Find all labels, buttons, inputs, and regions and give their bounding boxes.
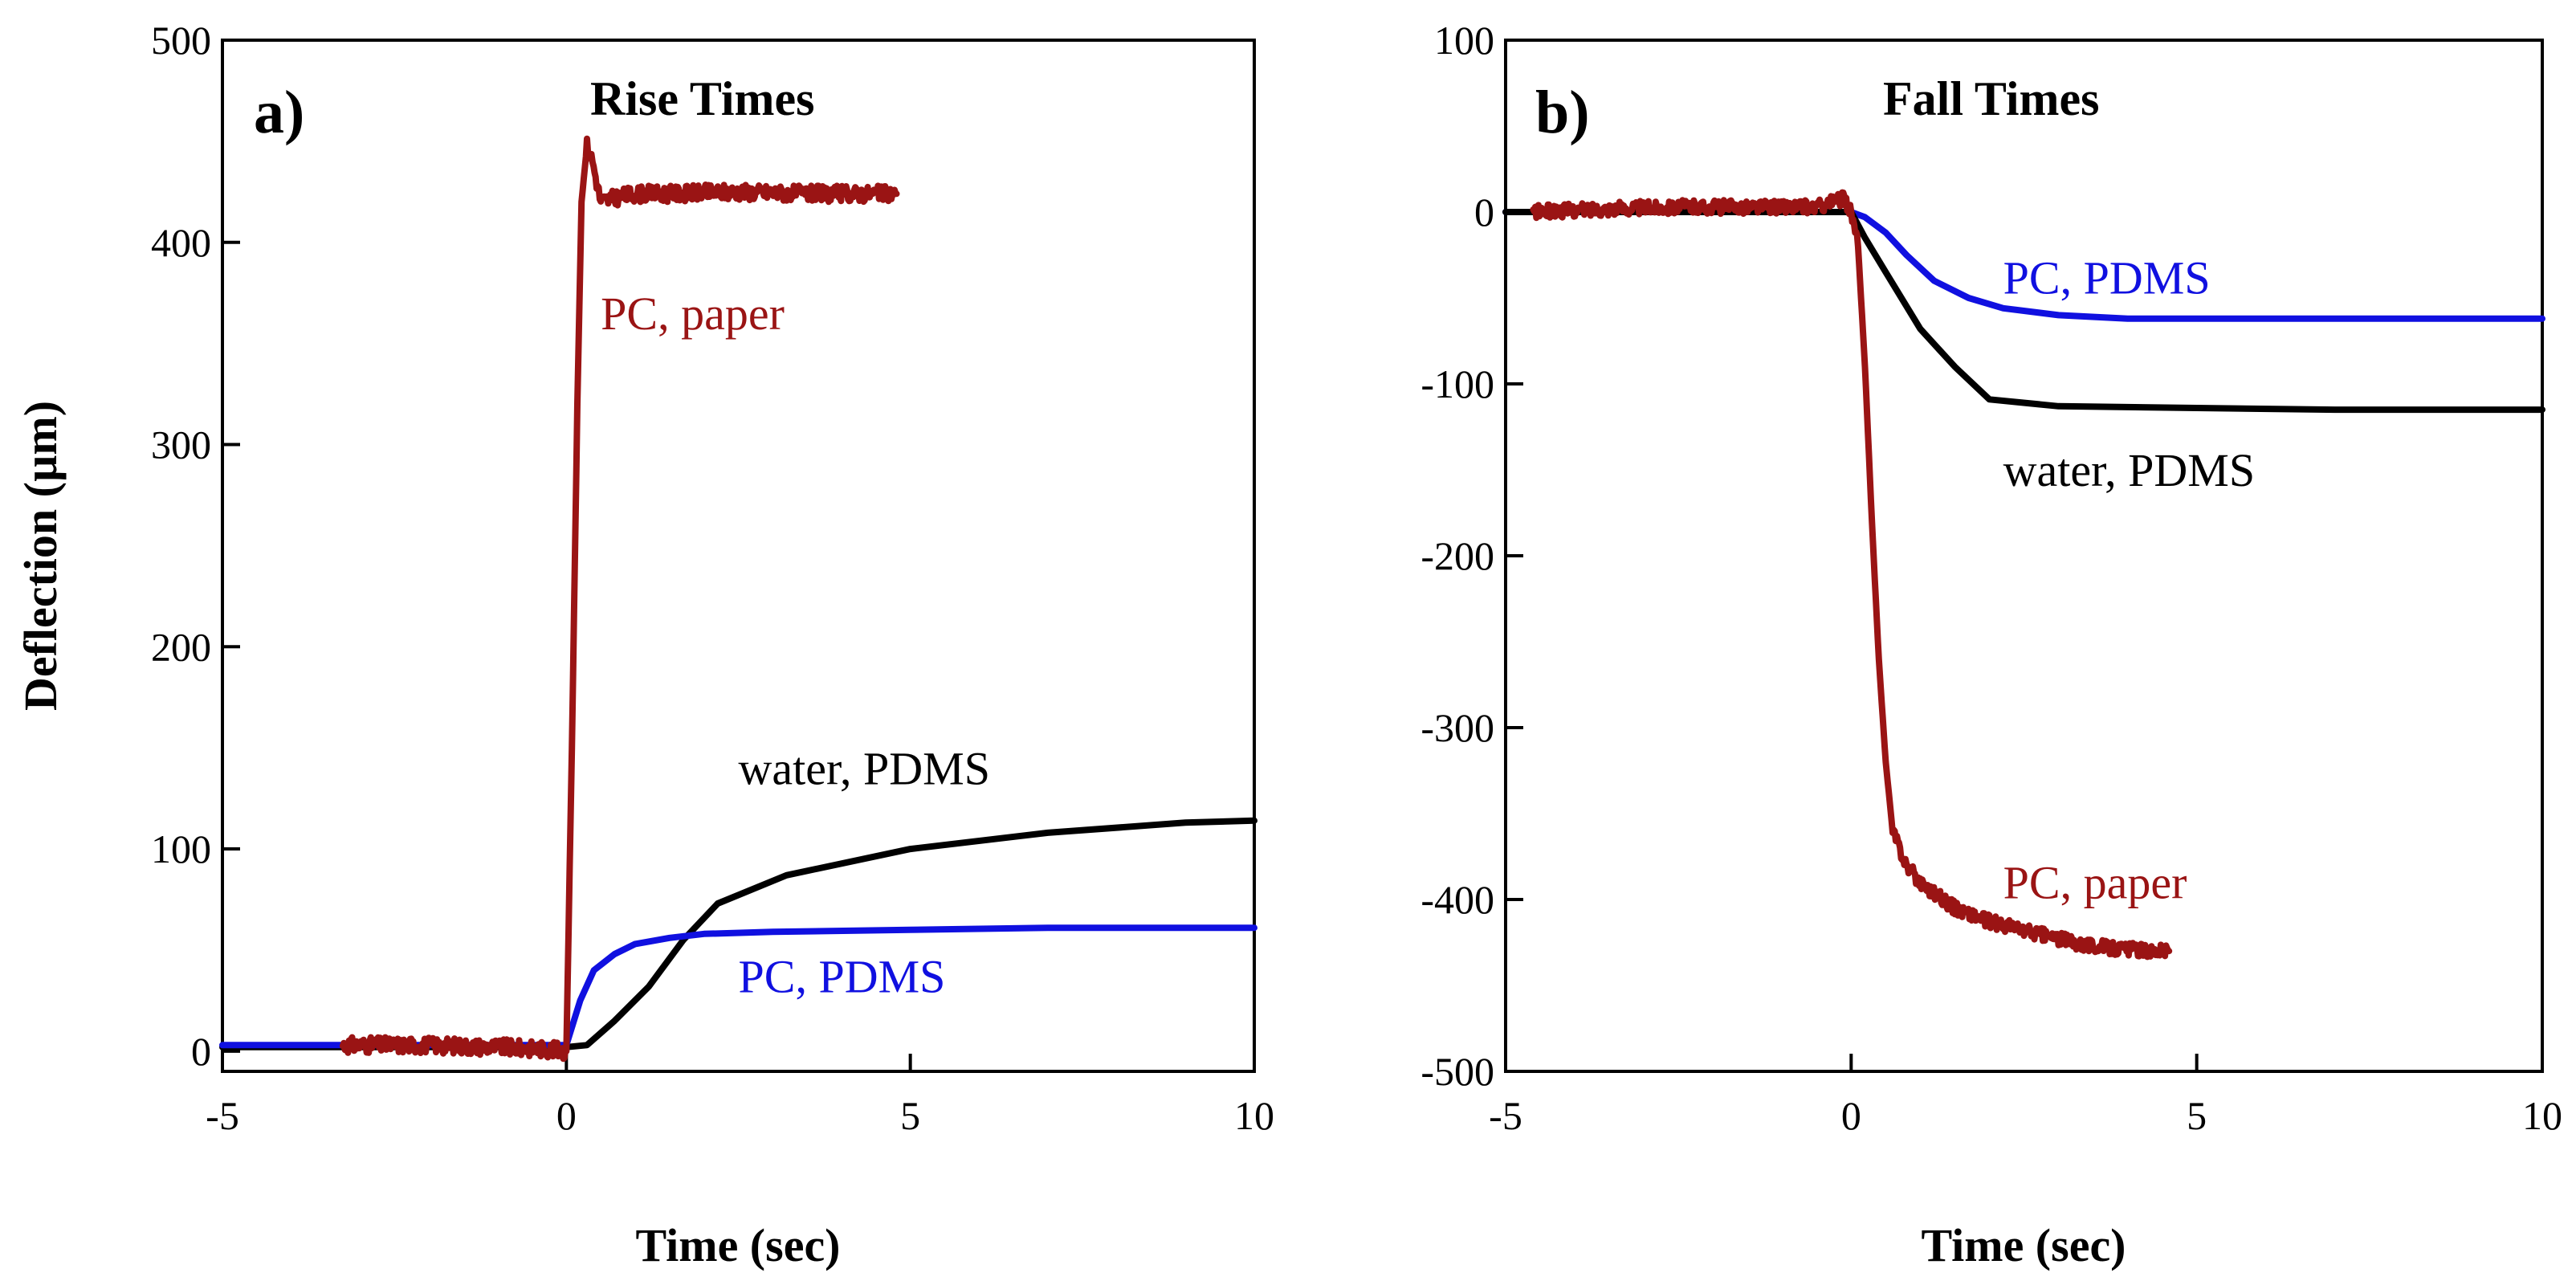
y-tick-label: -100 bbox=[1420, 361, 1494, 406]
series-label: water, PDMS bbox=[739, 742, 990, 794]
panel-a-series-labels: water, PDMS PC, PDMS PC, paper bbox=[601, 288, 990, 1003]
series-label: PC, PDMS bbox=[739, 951, 946, 1003]
series-line-pc-paper bbox=[1530, 189, 2173, 961]
panel-a-ticks bbox=[221, 39, 1256, 1071]
y-tick-label: -200 bbox=[1420, 533, 1494, 578]
panel-a-title: Rise Times bbox=[590, 72, 814, 125]
series-label: PC, paper bbox=[2003, 857, 2187, 909]
series-label: water, PDMS bbox=[2003, 444, 2255, 496]
panel-a-plot-frame bbox=[221, 39, 1256, 1073]
x-tick-label: -5 bbox=[206, 1093, 239, 1138]
y-tick-label: 0 bbox=[191, 1029, 211, 1074]
series-line-water-pdms bbox=[1502, 209, 2545, 414]
x-tick-label: 10 bbox=[2522, 1093, 2562, 1138]
panel-b-title: Fall Times bbox=[1883, 72, 2099, 125]
panel-b-x-axis-title: Time (sec) bbox=[1922, 1219, 2126, 1271]
y-tick-label: 500 bbox=[151, 18, 211, 63]
y-tick-label: 400 bbox=[151, 220, 211, 265]
y-tick-label: 100 bbox=[151, 826, 211, 871]
panel-b-plot-frame bbox=[1504, 39, 2544, 1073]
y-tick-label: 100 bbox=[1434, 18, 1494, 63]
y-tick-label: -500 bbox=[1420, 1049, 1494, 1094]
y-tick-label: 200 bbox=[151, 624, 211, 669]
panel-b: -5 0 5 10 -500 -400 -300 -200 -100 0 100 b) Fall T… bbox=[1420, 18, 2562, 1271]
y-tick-label: -400 bbox=[1420, 877, 1494, 922]
x-tick-label: -5 bbox=[1489, 1093, 1522, 1138]
panel-a-label: a) bbox=[254, 79, 304, 146]
panel-b-series-labels: PC, PDMS water, PDMS PC, paper bbox=[2003, 251, 2255, 908]
x-tick-label: 10 bbox=[1234, 1093, 1274, 1138]
panel-b-series bbox=[1502, 189, 2545, 961]
panel-a-series bbox=[219, 135, 1257, 1063]
series-line-pc-paper bbox=[339, 135, 900, 1063]
x-tick-label: 5 bbox=[2187, 1093, 2207, 1138]
y-tick-label: 300 bbox=[151, 422, 211, 467]
x-tick-label: 0 bbox=[1841, 1093, 1861, 1138]
panel-b-ticks bbox=[1504, 39, 2544, 1073]
y-tick-label: -300 bbox=[1420, 705, 1494, 750]
panel-a-x-axis-title: Time (sec) bbox=[636, 1219, 841, 1271]
panel-b-tick-labels: -5 0 5 10 -500 -400 -300 -200 -100 0 100 bbox=[1420, 18, 2562, 1138]
y-tick-label: 0 bbox=[1474, 190, 1494, 235]
x-tick-label: 5 bbox=[900, 1093, 920, 1138]
panel-a-y-axis-title: Deflection (µm) bbox=[14, 401, 67, 711]
series-label: PC, paper bbox=[601, 288, 785, 340]
panel-b-label: b) bbox=[1535, 79, 1590, 146]
series-label: PC, PDMS bbox=[2003, 251, 2211, 304]
x-tick-label: 0 bbox=[556, 1093, 577, 1138]
